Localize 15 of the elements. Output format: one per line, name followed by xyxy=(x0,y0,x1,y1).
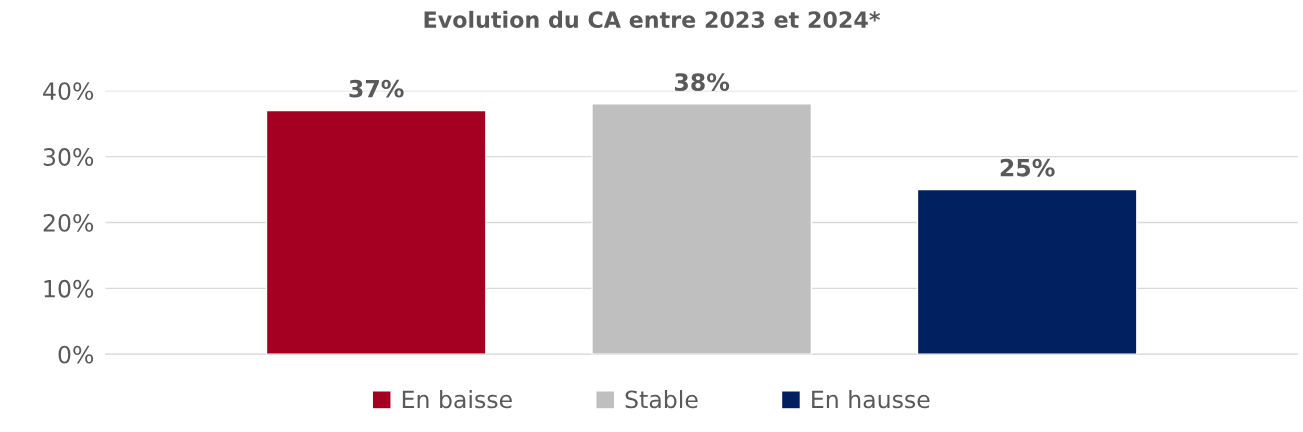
y-tick-label: 0% xyxy=(58,345,94,364)
data-label: 38% xyxy=(674,73,730,91)
legend-label: En hausse xyxy=(812,390,930,409)
legend-label: Stable xyxy=(625,390,698,409)
y-tick-label: 30% xyxy=(43,148,94,166)
bar xyxy=(591,103,813,355)
legend-label: En baisse xyxy=(402,390,512,409)
data-label: 25% xyxy=(1000,158,1055,177)
bar xyxy=(265,109,487,355)
y-tick-label: 10% xyxy=(44,279,94,298)
y-tick-label: 40% xyxy=(43,82,94,101)
y-tick-label: 20% xyxy=(43,213,94,232)
chart-title: Evolution du CA entre 2023 et 2024* xyxy=(424,10,881,29)
data-label: 37% xyxy=(349,79,404,98)
bar xyxy=(916,188,1138,355)
